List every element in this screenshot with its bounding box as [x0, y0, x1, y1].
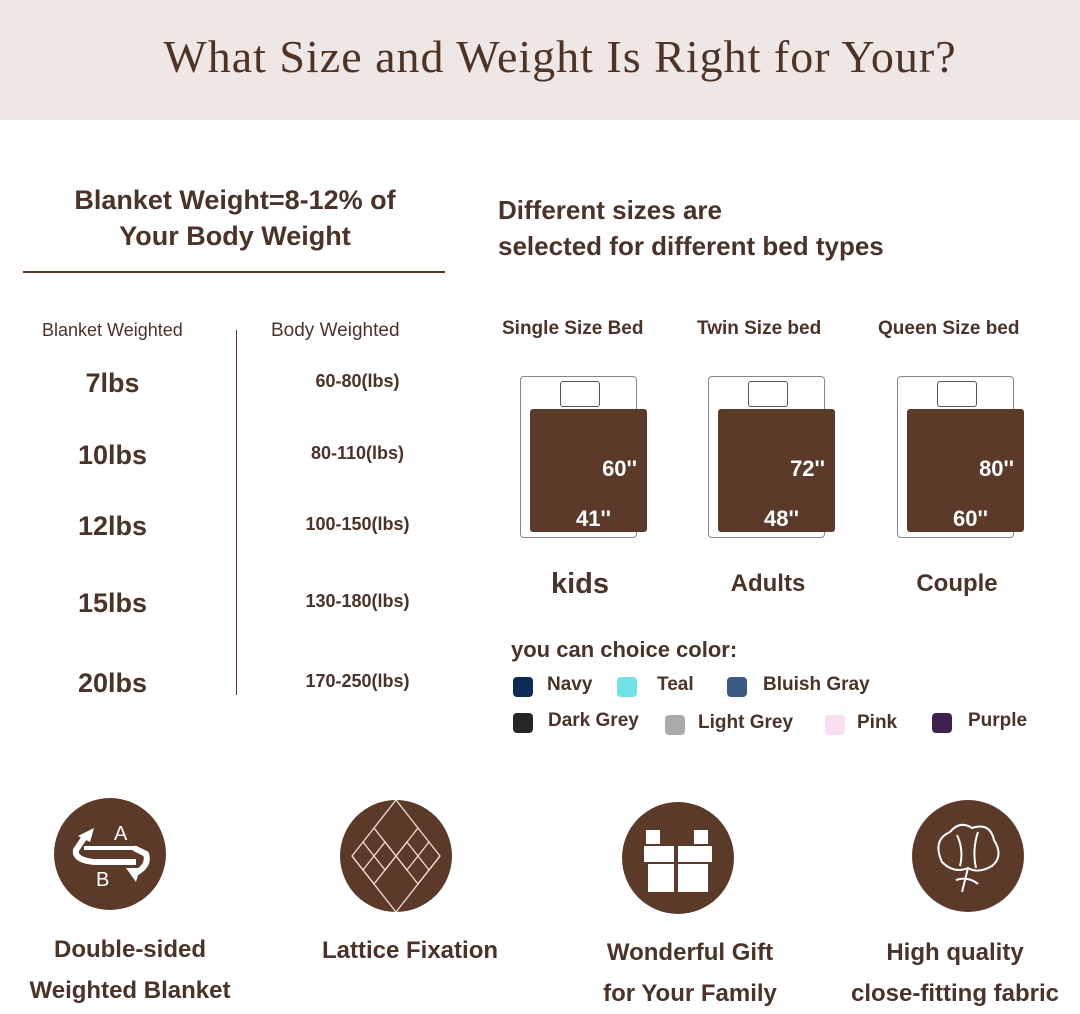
- blanket-width: 48'': [764, 506, 799, 531]
- color-swatch[interactable]: [932, 713, 952, 733]
- color-name: Light Grey: [698, 712, 794, 733]
- divider: [23, 271, 445, 273]
- blanket-length: 72'': [790, 456, 825, 481]
- color-swatch[interactable]: [665, 715, 685, 735]
- bed-type-label: Queen Size bed: [878, 318, 1020, 339]
- pillow-icon: [560, 381, 600, 407]
- sizes-heading-line1: Different sizes are: [498, 195, 722, 225]
- svg-text:A: A: [114, 823, 128, 845]
- blanket-shape: 72'' 48'': [718, 409, 835, 532]
- feature-caption: High quality close-fitting fabric: [830, 932, 1080, 1014]
- color-swatch[interactable]: [513, 713, 533, 733]
- col-header-blanket: Blanket Weighted: [42, 320, 183, 340]
- blanket-shape: 80'' 60'': [907, 409, 1024, 532]
- color-name: Bluish Gray: [763, 674, 870, 695]
- weight-heading-line2: Your Body Weight: [119, 221, 351, 251]
- svg-text:B: B: [96, 869, 109, 891]
- color-name: Pink: [857, 712, 898, 733]
- gift-icon: [622, 802, 734, 914]
- color-swatch[interactable]: [513, 677, 533, 697]
- color-swatch[interactable]: [617, 677, 637, 697]
- blanket-length: 60'': [602, 456, 637, 481]
- blanket-weight: 20lbs: [77, 668, 148, 698]
- blanket-weight: 7lbs: [85, 368, 140, 398]
- body-weight: 80-110(lbs): [310, 443, 405, 463]
- sizes-heading: Different sizes are selected for differe…: [498, 192, 884, 264]
- feature-caption: Double-sided Weighted Blanket: [20, 929, 240, 1011]
- blanket-width: 60'': [953, 506, 988, 531]
- blanket-weight: 12lbs: [77, 511, 148, 541]
- page-title: What Size and Weight Is Right for Your?: [163, 31, 957, 82]
- blanket-length: 80'': [979, 456, 1014, 481]
- lattice-icon: [340, 798, 452, 914]
- title-banner: [0, 0, 1080, 120]
- body-weight: 170-250(lbs): [305, 671, 410, 691]
- color-swatch[interactable]: [727, 677, 747, 697]
- blanket-weight: 10lbs: [77, 440, 148, 470]
- body-weight: 100-150(lbs): [305, 514, 410, 534]
- pillow-icon: [937, 381, 977, 407]
- bed-type-label: Twin Size bed: [697, 318, 822, 339]
- blanket-weight: 15lbs: [77, 588, 148, 618]
- weight-heading-line1: Blanket Weight=8-12% of: [74, 185, 396, 215]
- weight-heading: Blanket Weight=8-12% of Your Body Weight: [20, 182, 450, 254]
- bed-user: Adults: [730, 570, 806, 597]
- bed-user: kids: [550, 568, 610, 600]
- body-weight: 60-80(lbs): [315, 371, 400, 391]
- cotton-icon: [912, 800, 1024, 912]
- feature-line1: Lattice Fixation: [321, 937, 499, 964]
- color-name: Dark Grey: [548, 710, 639, 731]
- col-header-body: Body Weighted: [271, 320, 400, 341]
- feature-line1: High quality: [886, 939, 1024, 966]
- bed-user: Couple: [916, 570, 998, 597]
- color-swatch[interactable]: [825, 715, 845, 735]
- color-name: Navy: [547, 674, 593, 695]
- feature-line2: for Your Family: [603, 980, 777, 1007]
- sizes-heading-line2: selected for different bed types: [498, 231, 884, 261]
- color-label: you can choice color:: [511, 637, 738, 662]
- color-name: Teal: [657, 674, 694, 695]
- feature-caption: Lattice Fixation: [300, 930, 520, 971]
- color-name: Purple: [968, 710, 1028, 731]
- blanket-width: 41'': [576, 506, 611, 531]
- bed-type-label: Single Size Bed: [502, 318, 644, 339]
- feature-line1: Double-sided: [53, 936, 206, 963]
- feature-caption: Wonderful Gift for Your Family: [580, 932, 800, 1014]
- blanket-shape: 60'' 41'': [530, 409, 647, 532]
- feature-line2: close-fitting fabric: [850, 980, 1060, 1007]
- pillow-icon: [748, 381, 788, 407]
- column-divider: [236, 330, 237, 695]
- feature-line1: Wonderful Gift: [606, 939, 774, 966]
- body-weight: 130-180(lbs): [305, 591, 410, 611]
- feature-line2: Weighted Blanket: [29, 977, 231, 1004]
